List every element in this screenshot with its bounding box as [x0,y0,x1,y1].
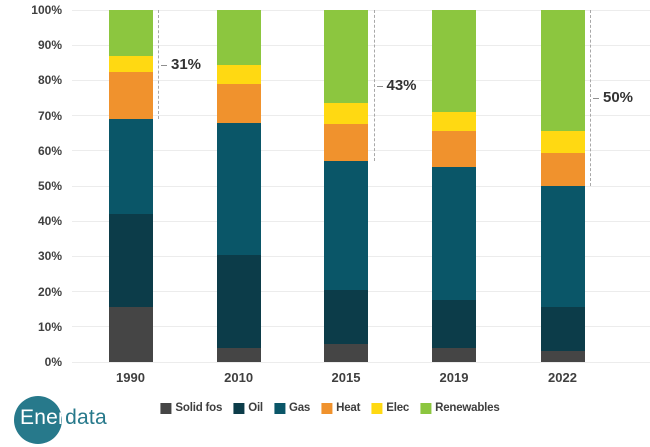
bar-segment-heat [216,83,261,123]
y-tick-label: 60% [37,143,62,158]
annotation-label: 31% [171,55,202,73]
bar-segment-solid-fos [108,307,153,362]
legend-label: Heat [336,402,361,414]
x-tick-label: 1990 [116,370,145,385]
bar-segment-solid-fos [540,351,585,362]
annotation-label: 43% [386,76,417,94]
y-tick-label: 90% [37,38,62,53]
bar-segment-elec [324,103,368,125]
bar-segment-heat [108,71,153,120]
legend-label: Elec [386,402,410,414]
annotation-dashed-line [590,10,591,186]
annotation-connector [376,85,383,87]
bar-segment-gas [432,166,476,301]
bar-segment-renewables [432,10,476,113]
legend-swatch-heat [321,402,333,414]
annotation-connector [593,98,599,99]
y-tick-label: 30% [37,249,62,264]
bar-segment-heat [324,124,368,162]
legend-swatch-oil [233,402,245,414]
bar-segment-elec [540,131,585,153]
legend-item-solid-fos: Solid fos [160,402,222,414]
enerdata-logo-circle [14,396,62,444]
y-tick-label: 0% [44,355,62,369]
annotation-dashed-line [373,10,375,162]
legend-item-elec: Elec [371,402,409,414]
legend-item-oil: Oil [233,402,263,414]
bar-segment-gas [216,122,261,255]
y-tick-label: 40% [37,214,62,229]
bar-2022 [540,10,585,362]
legend-label: Gas [288,402,311,414]
x-tick-label: 2019 [439,370,469,385]
annotation-dashed-line [158,10,159,120]
legend-swatch-gas [273,402,285,414]
bar-segment-oil [108,214,153,308]
legend-item-renewables: Renewables [420,402,500,414]
bar-2010 [216,10,261,362]
bar-segment-renewables [108,10,153,56]
bar-segment-solid-fos [432,347,476,362]
enerdata-logo-text: Enerdata [20,405,107,431]
bar-segment-renewables [540,10,585,132]
bar-segment-oil [540,307,585,352]
annotation-connector [161,64,167,66]
bar-segment-solid-fos [216,347,261,362]
bar-segment-gas [324,161,368,290]
y-tick-label: 80% [37,73,62,88]
bar-segment-heat [432,131,476,167]
legend-item-heat: Heat [321,402,360,414]
x-tick-label: 2010 [224,370,254,385]
bar-2015 [324,10,368,362]
x-tick-label: 2015 [331,370,361,385]
y-tick-label: 20% [37,284,62,299]
bar-segment-elec [216,64,261,84]
bar-2019 [432,10,476,362]
y-tick-label: 10% [37,319,62,334]
bar-segment-elec [432,112,476,132]
bar-1990 [108,10,153,362]
y-tick-label: 50% [37,179,62,193]
legend-swatch-solid-fos [160,402,172,414]
x-tick-label: 2022 [548,370,577,385]
annotation-label: 50% [603,89,634,106]
bar-segment-oil [432,300,476,348]
gridline [72,361,650,363]
legend-label: Solid fos [175,402,223,414]
legend-swatch-renewables [420,402,432,414]
y-tick-label: 100% [31,3,62,17]
bar-segment-oil [324,289,368,345]
bar-segment-heat [540,152,585,186]
legend-swatch-elec [371,402,383,414]
y-tick-label: 70% [37,108,62,123]
legend: Solid fos Oil Gas Heat Elec Renewables [160,402,500,414]
logo-text-data: data [65,406,107,429]
bar-segment-renewables [324,10,368,104]
legend-item-gas: Gas [273,402,311,414]
enerdata-logo: Enerdata [0,393,160,447]
bar-segment-gas [540,185,585,308]
legend-label: Renewables [435,402,500,414]
bar-segment-solid-fos [324,344,368,362]
logo-text-ener: Ener [20,406,66,429]
bar-segment-oil [216,254,261,348]
legend-label: Oil [248,402,263,414]
bar-segment-elec [108,55,153,72]
bar-segment-renewables [216,10,261,65]
bar-segment-gas [108,119,153,215]
